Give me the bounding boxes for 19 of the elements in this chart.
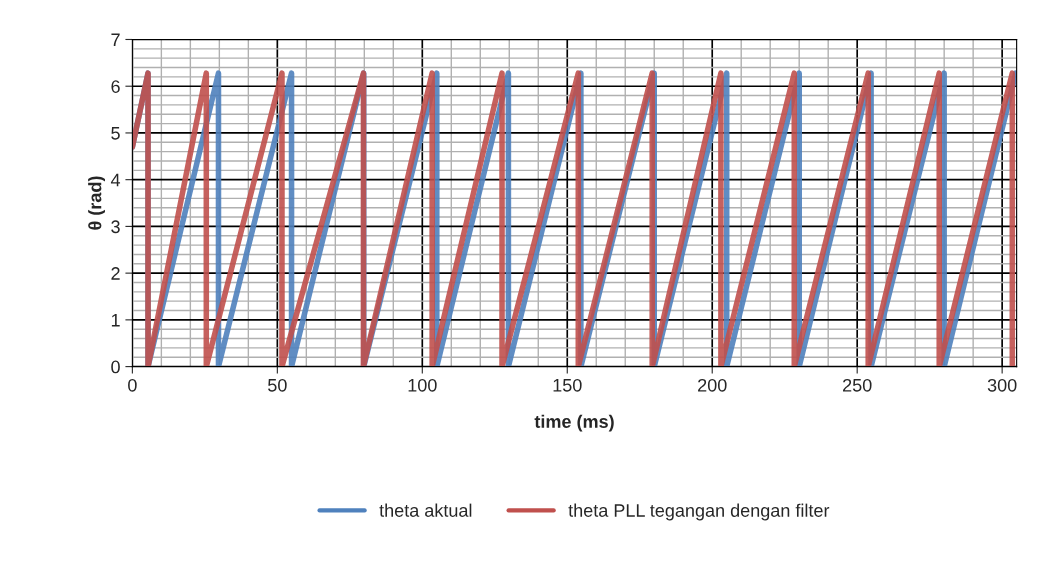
y-tick-label: 7: [111, 33, 120, 47]
legend-label: theta aktual: [379, 503, 472, 517]
y-axis-title: θ (rad): [88, 176, 105, 230]
x-axis-title: time (ms): [534, 414, 614, 432]
x-tick-label: 200: [698, 378, 727, 392]
x-tick-label: 50: [268, 378, 287, 392]
x-tick-label: 150: [553, 378, 582, 392]
y-tick-label: 5: [111, 127, 120, 140]
y-tick-label: 4: [110, 173, 121, 187]
y-tick-label: 3: [111, 220, 120, 234]
x-tick-label: 0: [128, 378, 137, 392]
y-tick-label: 0: [111, 360, 120, 374]
y-tick-label: 1: [111, 313, 120, 327]
y-tick-label: 2: [111, 267, 120, 280]
x-tick-label: 250: [843, 378, 872, 392]
x-tick-label: 100: [408, 378, 437, 392]
legend-label: theta PLL tegangan dengan filter: [568, 503, 830, 521]
y-tick-label: 6: [111, 80, 120, 93]
x-tick-label: 300: [987, 378, 1017, 392]
